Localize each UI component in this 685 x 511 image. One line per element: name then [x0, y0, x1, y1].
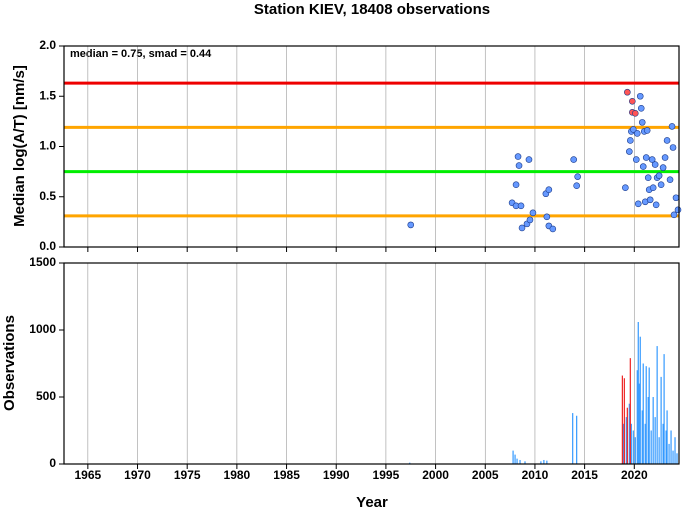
y-tick-label: 1.0 — [39, 139, 56, 153]
x-tick-label: 1990 — [323, 468, 350, 482]
point — [632, 156, 640, 163]
point — [512, 181, 520, 188]
point — [573, 182, 580, 189]
y-tick-label: 0.5 — [39, 189, 56, 203]
point — [633, 130, 641, 137]
point — [525, 156, 533, 163]
y-tick-label: 1.5 — [39, 88, 56, 102]
point — [657, 181, 665, 188]
x-tick-label: 2015 — [571, 468, 598, 482]
point — [514, 153, 522, 160]
x-tick-label: 1965 — [74, 468, 101, 482]
point — [627, 137, 634, 144]
x-tick-label: 1980 — [224, 468, 251, 482]
point — [626, 148, 633, 155]
point — [629, 126, 637, 133]
point — [526, 216, 534, 224]
point — [622, 184, 629, 192]
point — [631, 110, 639, 117]
point — [407, 221, 415, 229]
point — [529, 209, 537, 217]
y-axis-label: Observations — [1, 315, 18, 411]
x-tick-label: 1995 — [373, 468, 400, 482]
x-tick-label: 1985 — [273, 468, 300, 482]
point — [637, 105, 645, 112]
point — [638, 119, 646, 126]
point — [543, 213, 551, 221]
point — [659, 164, 667, 171]
x-tick-label: 2000 — [422, 468, 449, 482]
point — [517, 202, 525, 210]
point — [652, 201, 660, 209]
point — [644, 174, 652, 181]
point — [669, 144, 677, 151]
plot-frame — [63, 262, 680, 465]
point — [549, 225, 557, 233]
point — [634, 200, 642, 208]
x-tick-label: 2005 — [472, 468, 499, 482]
y-tick-label: 0 — [49, 456, 56, 470]
point — [648, 156, 656, 163]
x-tick-label: 2010 — [522, 468, 549, 482]
y-tick-label: 1000 — [29, 322, 56, 336]
x-tick-label: 1975 — [174, 468, 201, 482]
point — [661, 154, 669, 161]
point — [674, 206, 682, 214]
point — [651, 161, 659, 168]
x-axis-label: Year — [356, 494, 388, 511]
plot-frame — [63, 45, 680, 248]
point — [642, 154, 650, 161]
y-axis-label: Median log(A/T) [nm/s] — [11, 65, 28, 227]
chart-title: Station KIEV, 18408 observations — [254, 1, 490, 18]
point — [639, 163, 647, 170]
point — [666, 176, 674, 183]
annotation: median = 0.75, smad = 0.44 — [70, 48, 212, 60]
point — [655, 172, 663, 179]
y-tick-label: 500 — [36, 389, 56, 403]
point — [545, 186, 553, 194]
point — [663, 137, 671, 144]
point — [624, 88, 631, 96]
y-tick-label: 0.0 — [39, 239, 56, 253]
y-tick-label: 1500 — [29, 255, 56, 269]
point — [649, 184, 657, 192]
point — [570, 156, 577, 163]
point — [629, 97, 636, 105]
point — [670, 211, 678, 219]
point — [672, 194, 680, 202]
x-tick-label: 1970 — [124, 468, 151, 482]
point — [646, 196, 654, 204]
point — [574, 173, 581, 180]
point — [643, 127, 651, 134]
x-tick-label: 2020 — [621, 468, 648, 482]
point — [518, 224, 526, 232]
point — [515, 162, 523, 169]
point — [668, 123, 676, 130]
y-tick-label: 2.0 — [39, 38, 56, 52]
point — [636, 92, 644, 100]
